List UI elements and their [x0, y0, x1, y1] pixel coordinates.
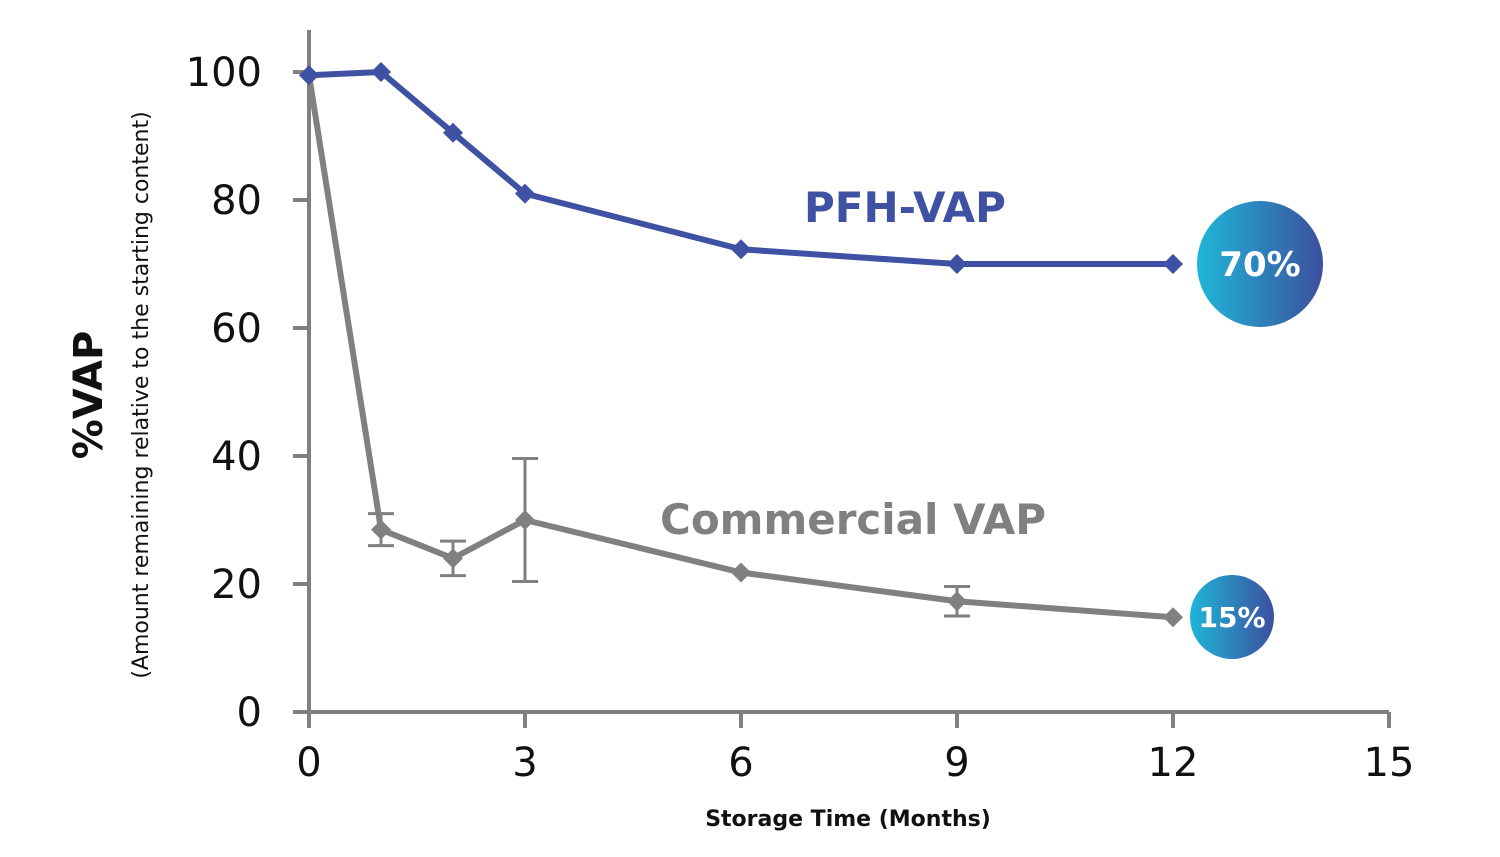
series-pfh-vap	[299, 62, 1183, 274]
data-point	[731, 562, 751, 583]
data-point	[371, 62, 391, 82]
series-label-pfh-vap: PFH-VAP	[804, 183, 1006, 232]
y-tick-label: 60	[211, 306, 262, 352]
x-tick-label: 9	[944, 740, 969, 786]
series-label-commercial-vap: Commercial VAP	[660, 495, 1046, 544]
data-point	[947, 254, 967, 274]
end-badge-value: 15%	[1198, 601, 1265, 634]
data-point	[371, 519, 391, 540]
y-tick-label: 100	[186, 50, 262, 96]
data-point	[515, 510, 535, 530]
data-point	[1163, 607, 1183, 628]
x-tick-label: 3	[512, 740, 537, 786]
x-tick-label: 0	[296, 740, 321, 786]
series-layer	[299, 62, 1183, 628]
y-tick-label: 20	[211, 562, 262, 608]
data-point	[731, 239, 751, 260]
y-tick-label: 40	[211, 434, 262, 480]
data-point	[443, 548, 463, 569]
end-badge-value: 70%	[1219, 245, 1300, 285]
y-tick-label: 80	[211, 178, 262, 224]
x-tick-label: 12	[1148, 740, 1199, 786]
data-point	[947, 591, 967, 612]
y-ticks: 0 20 40 60 80 100	[186, 50, 309, 736]
x-tick-label: 6	[728, 740, 753, 786]
end-badge-circle	[1197, 201, 1323, 327]
data-point	[443, 122, 463, 143]
y-axis-label: %VAP	[66, 331, 112, 460]
y-tick-label: 0	[237, 690, 262, 736]
x-ticks: 0 3 6 9 12 15	[296, 712, 1414, 786]
data-point	[1163, 254, 1183, 274]
axes	[293, 30, 1389, 714]
y-axis-sublabel: (Amount remaining relative to the starti…	[129, 111, 154, 678]
series-commercial-vap	[299, 65, 1183, 628]
end-badge-commercial-vap: 15%	[1190, 575, 1274, 659]
end-badge-circle	[1190, 575, 1274, 659]
x-tick-label: 15	[1364, 740, 1415, 786]
data-point	[515, 183, 535, 204]
x-axis-label: Storage Time (Months)	[705, 807, 991, 832]
series-line	[308, 69, 1173, 267]
data-point	[299, 65, 319, 86]
end-badge-pfh-vap: 70%	[1197, 201, 1323, 327]
